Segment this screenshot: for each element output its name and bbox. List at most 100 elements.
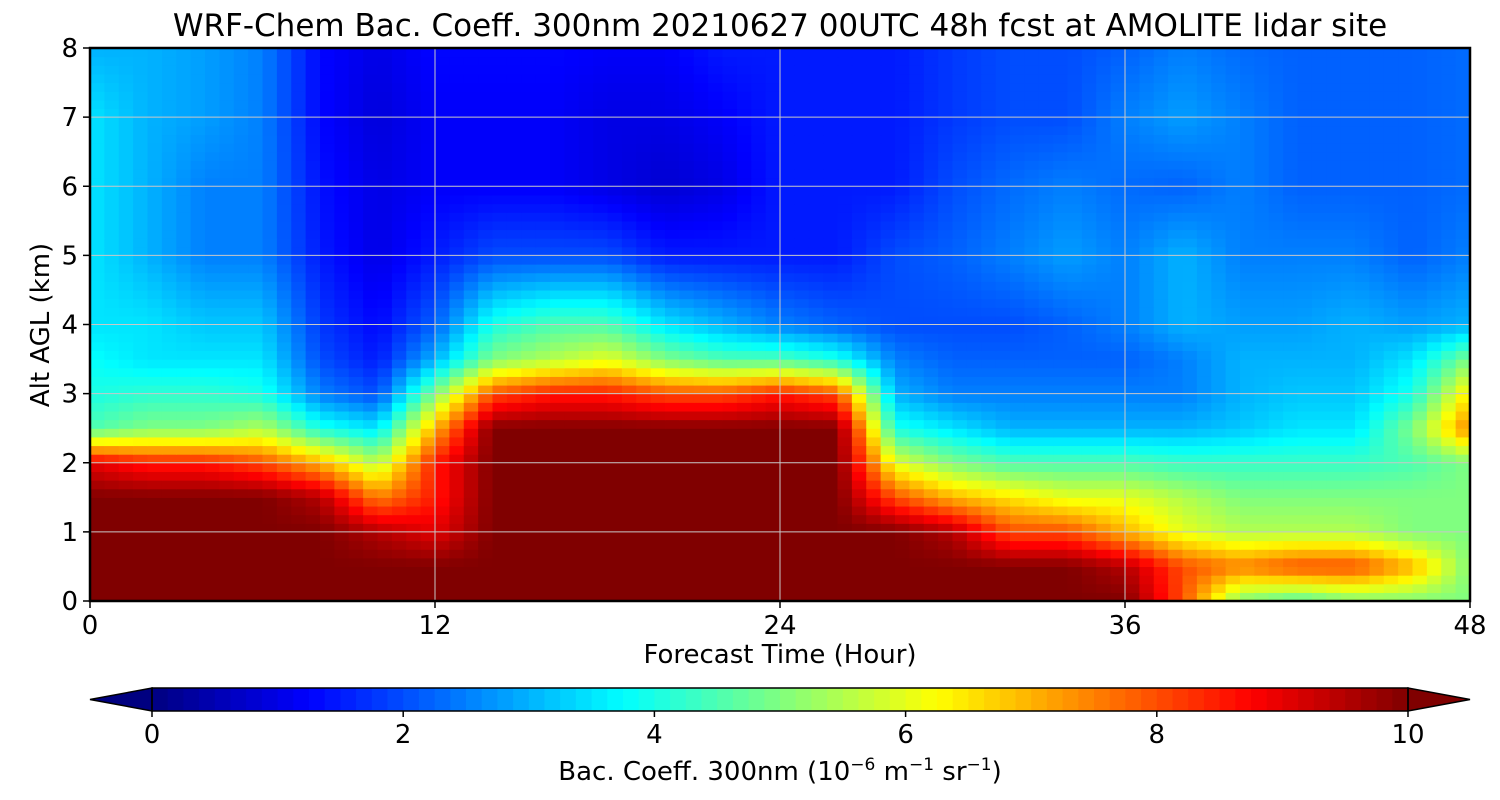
heatmap-cell bbox=[449, 505, 465, 516]
heatmap-cell bbox=[708, 445, 724, 455]
heatmap-cell bbox=[449, 186, 465, 196]
heatmap-cell bbox=[176, 557, 192, 568]
heatmap-cell bbox=[176, 160, 192, 170]
heatmap-cell bbox=[1211, 575, 1227, 585]
heatmap-cell bbox=[1182, 315, 1198, 326]
heatmap-cell bbox=[1081, 549, 1097, 559]
heatmap-cell bbox=[794, 402, 810, 412]
heatmap-cell bbox=[1153, 324, 1169, 334]
heatmap-cell bbox=[1211, 376, 1227, 386]
heatmap-cell bbox=[1254, 359, 1270, 369]
heatmap-cell bbox=[276, 384, 292, 395]
heatmap-cell bbox=[1441, 514, 1457, 524]
heatmap-cell bbox=[636, 454, 652, 464]
heatmap-cell bbox=[104, 220, 120, 231]
heatmap-cell bbox=[650, 480, 666, 490]
heatmap-cell bbox=[1326, 177, 1342, 187]
heatmap-cell bbox=[233, 583, 249, 593]
heatmap-cell bbox=[291, 549, 307, 559]
heatmap-cell bbox=[205, 419, 220, 429]
heatmap-cell bbox=[780, 376, 795, 386]
heatmap-cell bbox=[262, 315, 278, 326]
heatmap-cell bbox=[1024, 359, 1040, 369]
heatmap-cell bbox=[377, 246, 393, 256]
heatmap-cell bbox=[276, 289, 292, 300]
heatmap-cell bbox=[1369, 281, 1385, 291]
heatmap-cell bbox=[1340, 333, 1356, 343]
heatmap-cell bbox=[521, 186, 537, 196]
heatmap-cell bbox=[104, 505, 120, 516]
heatmap-cell bbox=[679, 514, 695, 524]
heatmap-cell bbox=[219, 246, 235, 256]
heatmap-cell bbox=[233, 255, 249, 265]
heatmap-cell bbox=[693, 471, 709, 481]
heatmap-cell bbox=[363, 402, 379, 412]
heatmap-cell bbox=[276, 177, 292, 187]
heatmap-cell bbox=[1240, 410, 1255, 421]
heatmap-cell bbox=[521, 419, 537, 429]
heatmap-cell bbox=[923, 462, 939, 472]
heatmap-cell bbox=[90, 531, 105, 542]
heatmap-cell bbox=[1053, 246, 1069, 256]
heatmap-cell bbox=[90, 333, 105, 343]
heatmap-cell bbox=[435, 307, 450, 317]
heatmap-cell bbox=[1053, 186, 1069, 196]
heatmap-cell bbox=[837, 566, 853, 576]
heatmap-cell bbox=[305, 315, 321, 326]
heatmap-cell bbox=[190, 238, 206, 248]
heatmap-cell bbox=[205, 160, 220, 170]
heatmap-cell bbox=[621, 419, 637, 429]
heatmap-cell bbox=[1369, 514, 1385, 524]
heatmap-cell bbox=[593, 592, 609, 601]
heatmap-cell bbox=[190, 264, 206, 274]
heatmap-cell bbox=[1024, 376, 1040, 386]
heatmap-cell bbox=[118, 220, 134, 231]
heatmap-cell bbox=[1125, 480, 1140, 490]
heatmap-cell bbox=[981, 514, 997, 524]
heatmap-cell bbox=[722, 212, 738, 222]
heatmap-cell bbox=[593, 523, 609, 533]
heatmap-cell bbox=[1096, 194, 1112, 205]
heatmap-cell bbox=[506, 488, 522, 498]
heatmap-cell bbox=[995, 497, 1011, 507]
heatmap-cell bbox=[1038, 583, 1054, 593]
heatmap-cell bbox=[1067, 350, 1083, 360]
heatmap-cell bbox=[1024, 454, 1040, 464]
heatmap-cell bbox=[1283, 281, 1299, 291]
heatmap-cell bbox=[1383, 212, 1399, 222]
heatmap-cell bbox=[377, 229, 393, 239]
heatmap-cell bbox=[1096, 531, 1112, 542]
heatmap-cell bbox=[492, 419, 508, 429]
heatmap-cell bbox=[736, 376, 752, 386]
heatmap-cell bbox=[780, 203, 795, 213]
heatmap-cell bbox=[1125, 168, 1140, 179]
heatmap-cell bbox=[190, 186, 206, 196]
heatmap-cell bbox=[1125, 505, 1140, 516]
heatmap-cell bbox=[981, 428, 997, 438]
heatmap-cell bbox=[1426, 454, 1442, 464]
heatmap-cell bbox=[420, 186, 436, 196]
heatmap-cell bbox=[938, 566, 954, 576]
heatmap-cell bbox=[966, 549, 982, 559]
heatmap-cell bbox=[1254, 549, 1270, 559]
heatmap-cell bbox=[334, 194, 350, 205]
heatmap-cell bbox=[90, 410, 105, 421]
heatmap-cell bbox=[1455, 540, 1470, 550]
heatmap-cell bbox=[305, 168, 321, 179]
heatmap-cell bbox=[736, 471, 752, 481]
heatmap-cell bbox=[506, 428, 522, 438]
heatmap-cell bbox=[1168, 168, 1184, 179]
heatmap-cell bbox=[478, 151, 494, 161]
heatmap-cell bbox=[607, 212, 623, 222]
heatmap-cell bbox=[564, 454, 580, 464]
heatmap-cell bbox=[966, 454, 982, 464]
heatmap-cell bbox=[1211, 393, 1227, 403]
heatmap-cell bbox=[952, 454, 968, 464]
heatmap-cell bbox=[1383, 480, 1399, 490]
heatmap-cell bbox=[823, 436, 839, 447]
heatmap-cell bbox=[1297, 255, 1313, 265]
heatmap-cell bbox=[866, 402, 882, 412]
heatmap-cell bbox=[1240, 488, 1255, 498]
heatmap-cell bbox=[1326, 549, 1342, 559]
heatmap-cell bbox=[1182, 471, 1198, 481]
